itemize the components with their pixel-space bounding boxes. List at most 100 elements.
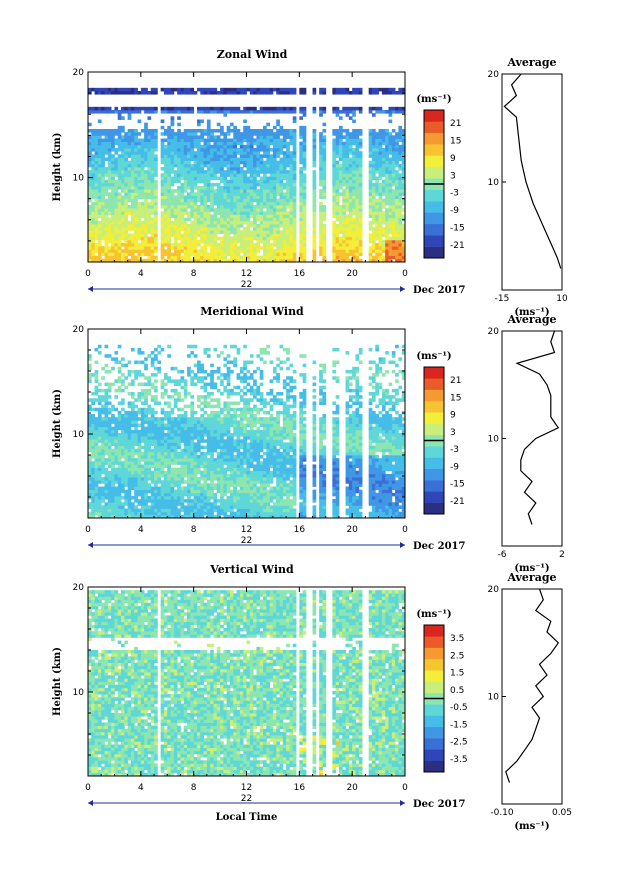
- heatmap-cell: [276, 211, 280, 215]
- heatmap-cell: [150, 236, 155, 241]
- heatmap-cell: [154, 163, 158, 168]
- heatmap-cell: [200, 255, 204, 260]
- heatmap-cell: [150, 141, 155, 146]
- heatmap-cell: [263, 106, 267, 111]
- heatmap-cell: [196, 144, 201, 149]
- heatmap-cell: [269, 217, 274, 222]
- heatmap-cell: [203, 87, 208, 92]
- heatmap-cell: [368, 110, 373, 114]
- heatmap-cell: [239, 189, 244, 193]
- heatmap-cell: [121, 414, 125, 418]
- heatmap-cell: [150, 414, 155, 418]
- heatmap-cell: [216, 195, 221, 200]
- heatmap-cell: [286, 154, 290, 158]
- heatmap-cell: [332, 233, 337, 238]
- heatmap-cell: [282, 106, 287, 111]
- heatmap-cell: [319, 243, 323, 247]
- heatmap-cell: [150, 211, 155, 215]
- heatmap-cell: [322, 243, 327, 247]
- heatmap-cell: [220, 148, 224, 152]
- heatmap-cell: [312, 249, 317, 253]
- heatmap-cell: [88, 461, 92, 465]
- heatmap-cell: [140, 439, 145, 443]
- heatmap-cell: [183, 217, 188, 222]
- heatmap-cell: [282, 87, 287, 92]
- heatmap-cell: [200, 176, 204, 181]
- heatmap-cell: [88, 208, 92, 212]
- heatmap-cell: [282, 236, 287, 241]
- heatmap-cell: [286, 217, 290, 222]
- heatmap-cell: [368, 258, 373, 263]
- heatmap-cell: [342, 195, 346, 200]
- heatmap-cell: [144, 382, 148, 387]
- heatmap-cell: [276, 252, 280, 257]
- heatmap-cell: [101, 495, 105, 500]
- heatmap-cell: [170, 458, 175, 462]
- heatmap-cell: [276, 129, 280, 133]
- heatmap-cell: [286, 249, 290, 253]
- heatmap-cell: [170, 467, 175, 472]
- heatmap-cell: [127, 445, 132, 450]
- heatmap-cell: [200, 189, 204, 193]
- heatmap-cell: [282, 233, 287, 238]
- heatmap-cell: [180, 201, 185, 206]
- heatmap-cell: [107, 495, 112, 500]
- heatmap-cell: [272, 224, 277, 228]
- heatmap-cell: [177, 122, 181, 127]
- heatmap-cell: [322, 110, 327, 114]
- heatmap-cell: [111, 499, 115, 503]
- heatmap-cell: [127, 246, 132, 250]
- heatmap-cell: [163, 492, 168, 497]
- heatmap-cell: [256, 110, 261, 114]
- heatmap-cell: [203, 230, 208, 234]
- heatmap-cell: [114, 170, 119, 174]
- heatmap-cell: [263, 230, 267, 234]
- heatmap-cell: [147, 439, 152, 443]
- heatmap-cell: [163, 205, 168, 209]
- heatmap-cell: [348, 246, 353, 250]
- heatmap-cell: [94, 224, 99, 228]
- heatmap-cell: [94, 432, 99, 437]
- heatmap-cell: [173, 135, 178, 139]
- heatmap-cell: [107, 176, 112, 181]
- heatmap-cell: [381, 220, 386, 225]
- heatmap-cell: [88, 243, 92, 247]
- heatmap-cell: [352, 182, 356, 187]
- heatmap-cell: [137, 179, 142, 184]
- heatmap-cell: [134, 439, 138, 443]
- heatmap-cell: [259, 201, 264, 206]
- heatmap-cell: [381, 135, 386, 139]
- heatmap-cell: [170, 445, 175, 450]
- heatmap-cell: [121, 461, 125, 465]
- heatmap-cell: [140, 195, 145, 200]
- heatmap-cell: [378, 138, 383, 143]
- heatmap-cell: [160, 220, 165, 225]
- heatmap-cell: [193, 132, 198, 136]
- heatmap-cell: [338, 125, 343, 130]
- heatmap-cell: [160, 249, 165, 253]
- heatmap-cell: [332, 189, 337, 193]
- heatmap-cell: [299, 246, 304, 250]
- heatmap-cell: [183, 198, 188, 203]
- heatmap-cell: [167, 208, 171, 212]
- heatmap-cell: [150, 227, 155, 231]
- heatmap-cell: [104, 211, 109, 215]
- heatmap-cell: [332, 154, 337, 158]
- heatmap-cell: [101, 182, 105, 187]
- heatmap-cell: [150, 464, 155, 468]
- heatmap-cell: [121, 477, 125, 481]
- heatmap-cell: [249, 192, 254, 196]
- heatmap-cell: [117, 483, 122, 487]
- heatmap-cell: [94, 230, 99, 234]
- heatmap-cell: [107, 160, 112, 165]
- heatmap-cell: [243, 186, 247, 190]
- heatmap-cell: [193, 182, 198, 187]
- heatmap-cell: [97, 214, 102, 219]
- heatmap-cell: [91, 492, 95, 497]
- heatmap-cell: [358, 132, 363, 136]
- heatmap-cell: [358, 195, 363, 200]
- heatmap-cell: [144, 445, 148, 450]
- heatmap-cell: [269, 201, 274, 206]
- heatmap-cell: [391, 154, 396, 158]
- heatmap-cell: [177, 236, 181, 241]
